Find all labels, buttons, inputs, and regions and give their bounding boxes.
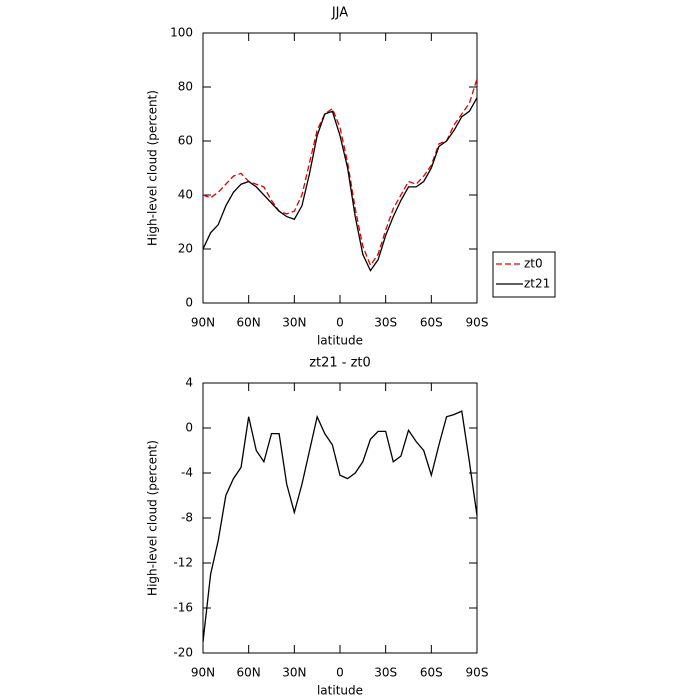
y-tick-label: 60 — [178, 134, 193, 148]
x-tick-label: 90N — [191, 316, 215, 330]
y-tick-label: -16 — [173, 601, 193, 615]
y-tick-label: 0 — [185, 421, 193, 435]
x-tick-label: 60N — [237, 666, 261, 680]
x-axis-label: latitude — [317, 684, 363, 698]
legend-box — [492, 251, 556, 298]
plot-frame — [202, 382, 478, 654]
x-tick-label: 0 — [336, 666, 344, 680]
y-tick-label: 100 — [170, 26, 193, 40]
x-tick-label: 60S — [420, 316, 443, 330]
x-tick-label: 90N — [191, 666, 215, 680]
x-tick-label: 90S — [466, 316, 489, 330]
y-tick-label: 0 — [185, 296, 193, 310]
legend-label: zt21 — [524, 277, 550, 291]
x-tick-label: 90S — [466, 666, 489, 680]
y-tick-label: 20 — [178, 242, 193, 256]
y-tick-label: -4 — [181, 466, 193, 480]
x-tick-label: 30S — [374, 316, 397, 330]
y-tick-label: -12 — [173, 556, 193, 570]
y-tick-label: -20 — [173, 646, 193, 660]
y-axis-label: High-level cloud (percent) — [146, 440, 160, 596]
x-tick-label: 60N — [237, 316, 261, 330]
line-series — [202, 78, 478, 267]
x-tick-label: 30N — [282, 316, 306, 330]
x-tick-label: 0 — [336, 316, 344, 330]
y-tick-label: 80 — [178, 80, 193, 94]
line-series — [202, 410, 478, 642]
plot-frame — [202, 32, 478, 304]
x-axis-label: latitude — [317, 334, 363, 348]
y-tick-label: -8 — [181, 511, 193, 525]
chart-title: zt21 - zt0 — [309, 356, 371, 371]
y-tick-label: 4 — [185, 376, 193, 390]
legend-label: zt0 — [524, 257, 543, 271]
x-tick-label: 30S — [374, 666, 397, 680]
y-tick-label: 40 — [178, 188, 193, 202]
line-series — [202, 97, 478, 272]
chart-title: JJA — [331, 6, 348, 21]
y-axis-label: High-level cloud (percent) — [146, 90, 160, 246]
x-tick-label: 30N — [282, 666, 306, 680]
x-tick-label: 60S — [420, 666, 443, 680]
